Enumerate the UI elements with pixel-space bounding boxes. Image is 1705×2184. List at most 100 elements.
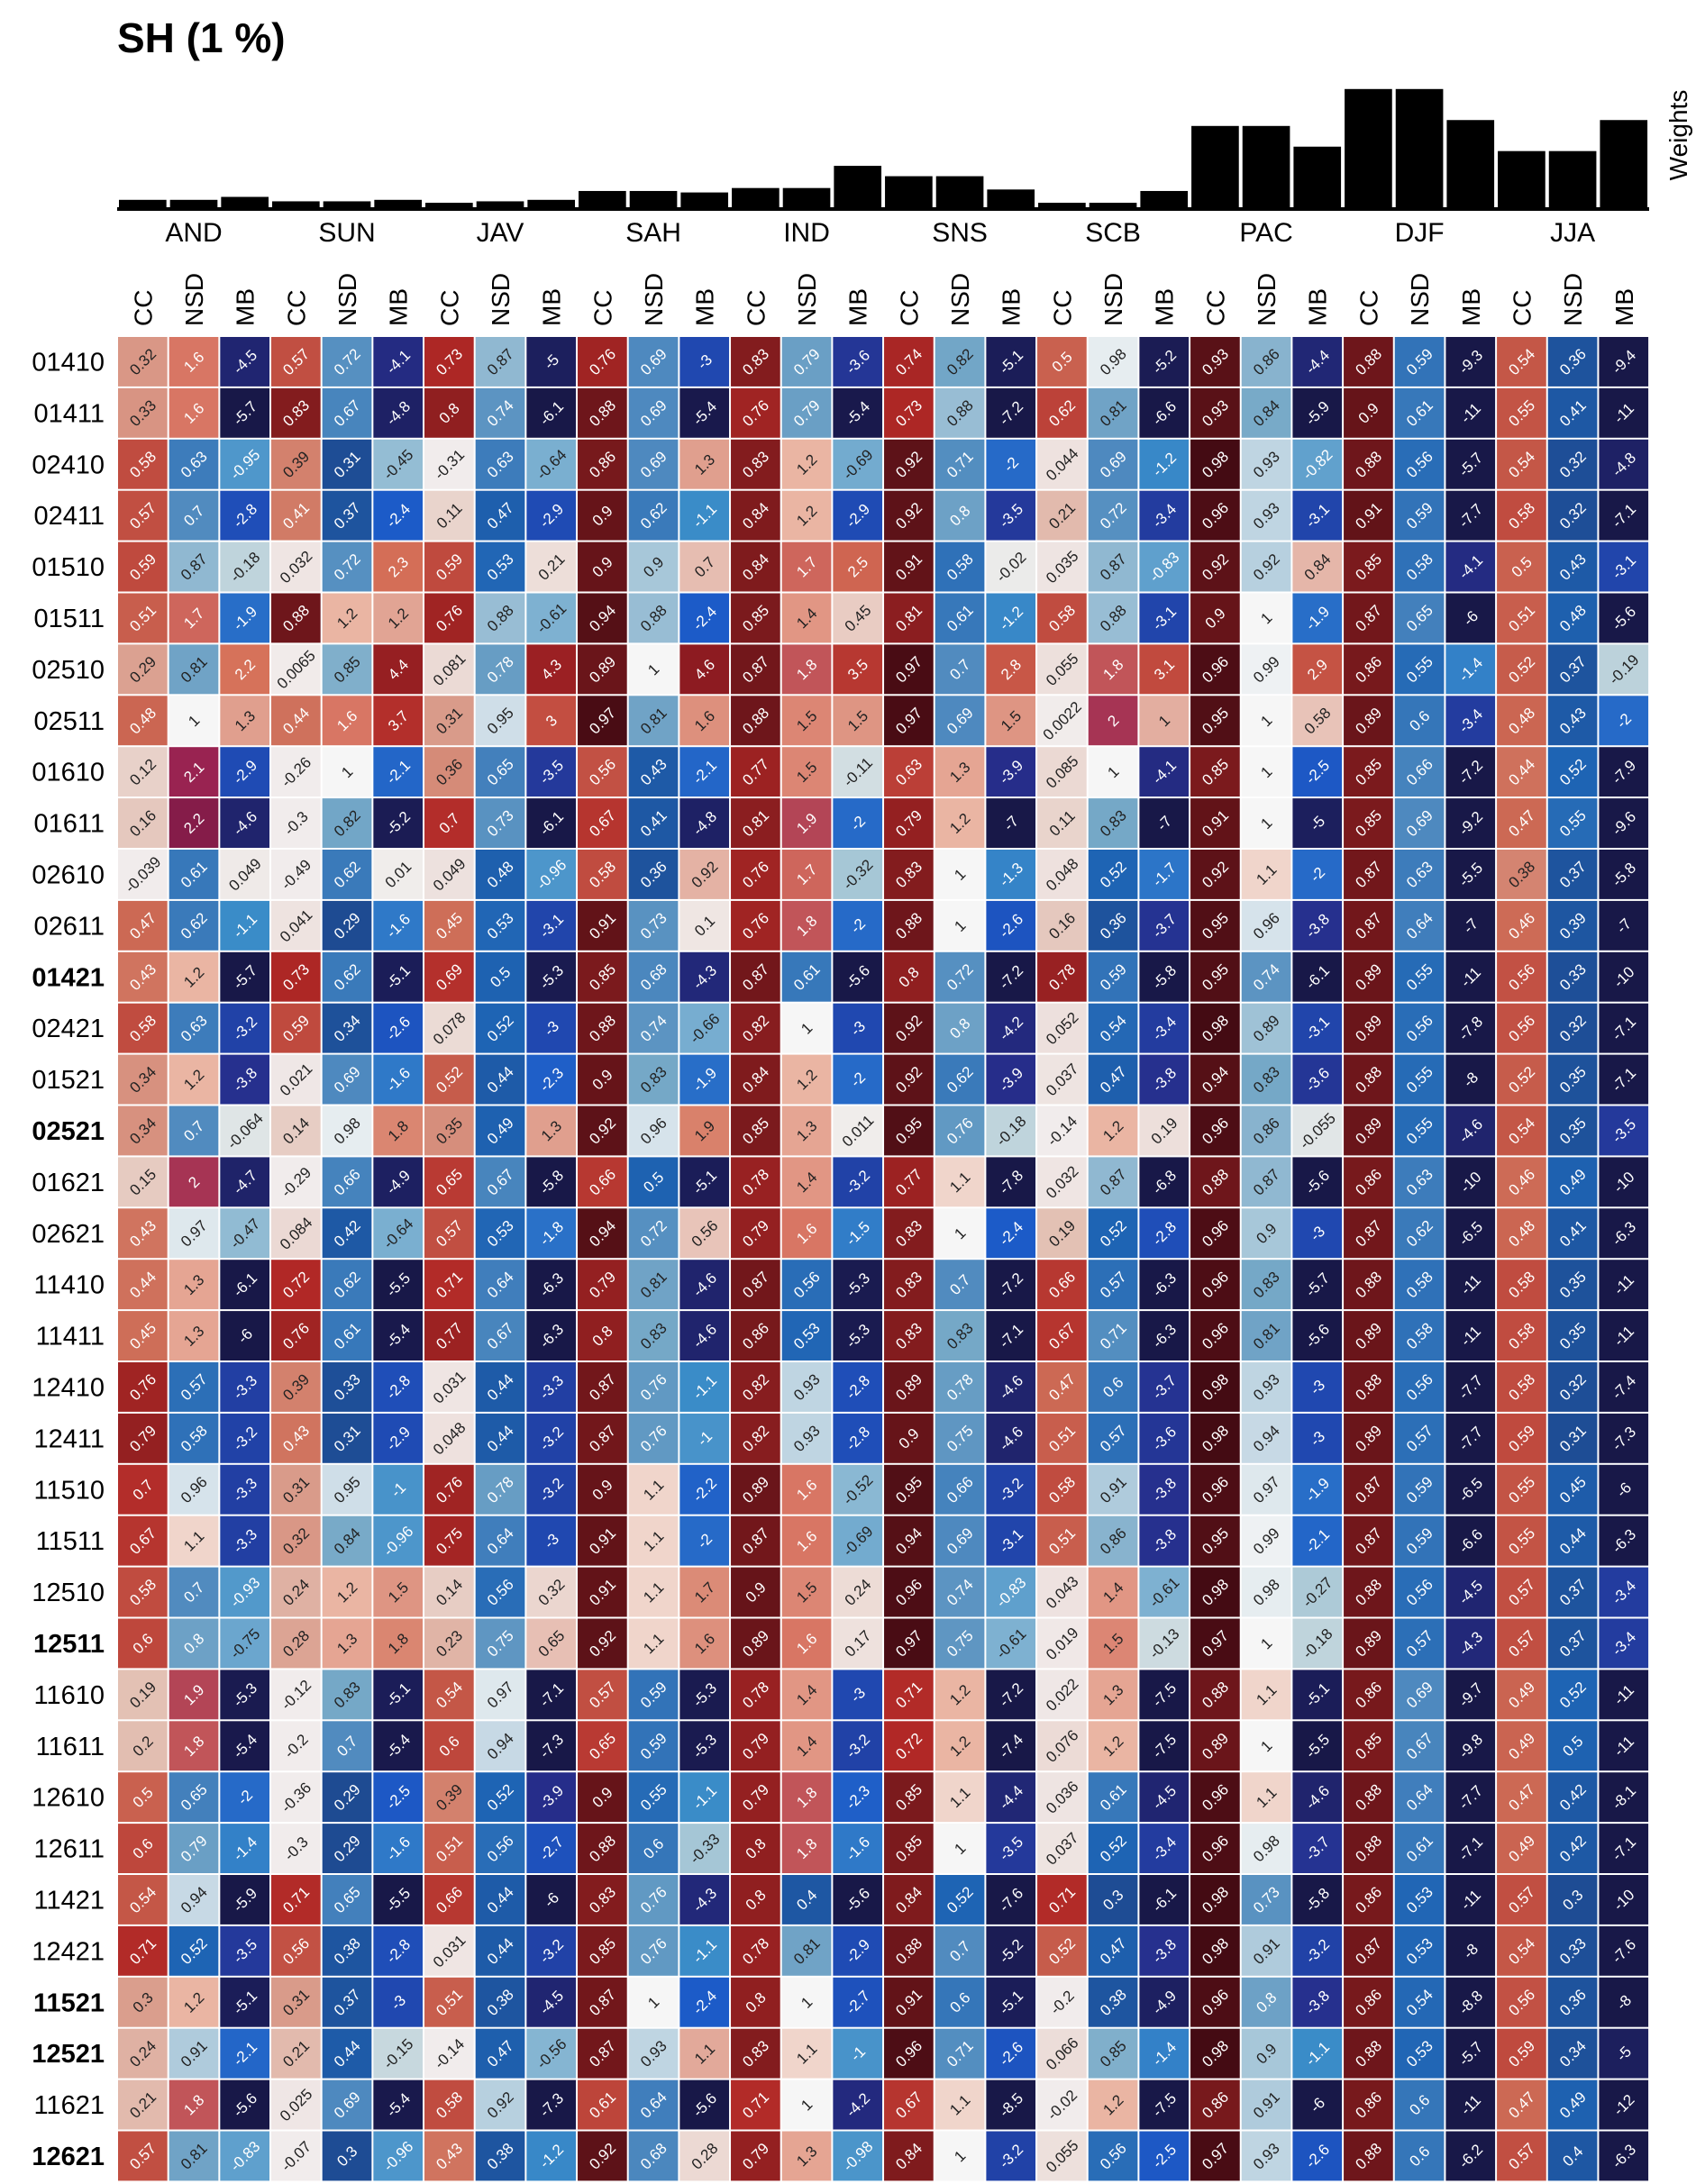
weight-bar	[169, 199, 218, 207]
heatmap-cell	[373, 490, 424, 541]
metric-label: NSD	[1559, 273, 1587, 326]
weight-bar	[579, 190, 626, 207]
region-label: SAH	[625, 218, 681, 248]
heatmap-cell	[884, 490, 934, 541]
heatmap-cell	[1599, 541, 1649, 592]
row-label: 02621	[32, 1220, 105, 1249]
heatmap-cell	[220, 439, 270, 489]
heatmap-cell	[271, 541, 321, 592]
weight-bar	[1038, 203, 1086, 207]
heatmap-cell	[169, 387, 219, 438]
region-labels: AND SUN JAV SAH IND SNS SCB PAC DJF JJA	[165, 218, 1595, 248]
heatmap-cell	[1088, 541, 1138, 592]
row-label: 12510	[32, 1579, 105, 1607]
heatmap-cell	[1292, 593, 1343, 643]
heatmap-cell	[781, 541, 832, 592]
heatmap-cell	[526, 337, 577, 387]
weight-bar	[119, 199, 167, 207]
row-label: 02410	[32, 450, 105, 479]
metric-label: MB	[232, 288, 260, 326]
heatmap-cell	[731, 593, 780, 643]
weight-bar	[272, 201, 320, 207]
metric-label: CC	[742, 290, 770, 326]
row-label: 11410	[34, 1271, 105, 1300]
heatmap-cell	[833, 387, 883, 438]
heatmap-cell	[1292, 541, 1343, 592]
heatmap-cell	[1394, 593, 1445, 643]
heatmap-cell	[578, 490, 627, 541]
row-label: 12411	[34, 1424, 105, 1453]
row-label: 02610	[32, 860, 105, 889]
heatmap-cell	[322, 593, 372, 643]
heatmap-cell	[1344, 439, 1393, 489]
heatmap-cell	[526, 593, 577, 643]
row-label: 11611	[36, 1733, 105, 1761]
heatmap-cell	[1445, 439, 1496, 489]
heatmap-cell	[884, 439, 934, 489]
heatmap-cell	[1190, 337, 1240, 387]
heatmap-cell	[1599, 490, 1649, 541]
heatmap-cell	[884, 387, 934, 438]
row-label: 11610	[34, 1681, 105, 1710]
weight-bar	[1548, 150, 1597, 207]
heatmap-cell	[1241, 387, 1291, 438]
region-label: SNS	[932, 218, 988, 248]
metric-label: NSD	[1406, 273, 1434, 326]
heatmap-cell	[475, 337, 525, 387]
heatmap-cell	[986, 541, 1036, 592]
heatmap-cell	[1088, 439, 1138, 489]
heatmap-cell	[578, 593, 627, 643]
heatmap-cell	[373, 337, 424, 387]
metric-label: MB	[998, 288, 1026, 326]
row-labels: 01410 01411 02410 02411 01510 01511 02510 02511…	[32, 348, 105, 2170]
heatmap-cell	[1190, 387, 1240, 438]
row-label: 12511	[33, 1630, 105, 1659]
row-label: 01410	[32, 348, 105, 377]
heatmap-cell	[1139, 541, 1190, 592]
heatmap-cell	[118, 337, 168, 387]
metric-label: NSD	[640, 273, 668, 326]
heatmap-cell	[833, 593, 883, 643]
weight-bar	[221, 196, 269, 207]
weight-bar	[476, 201, 524, 207]
heatmap-cell	[220, 337, 270, 387]
heatmap-cell	[1241, 593, 1291, 643]
weight-bar	[1140, 190, 1189, 207]
heatmap-cell	[833, 490, 883, 541]
heatmap-cell	[935, 541, 985, 592]
weight-bar	[1446, 120, 1495, 207]
heatmap-cell	[1497, 337, 1546, 387]
row-label: 12610	[32, 1784, 105, 1813]
metric-label: CC	[282, 290, 310, 326]
heatmap-cell	[1445, 387, 1496, 438]
metric-label: CC	[435, 290, 463, 326]
heatmap-cell	[1088, 593, 1138, 643]
heatmap-cell	[1088, 490, 1138, 541]
heatmap-cell	[169, 541, 219, 592]
heatmap-cell	[220, 490, 270, 541]
heatmap-cell	[628, 337, 679, 387]
weight-bar	[1600, 120, 1648, 207]
heatmap-cell	[1037, 439, 1087, 489]
heatmap-cell	[628, 387, 679, 438]
heatmap-cell	[1241, 490, 1291, 541]
metric-label: CC	[895, 290, 923, 326]
heatmap-cell	[373, 541, 424, 592]
heatmap-cell	[1344, 337, 1393, 387]
heatmap-cell	[220, 541, 270, 592]
heatmap-cell	[1497, 593, 1546, 643]
heatmap-cell	[731, 337, 780, 387]
heatmap-cell	[884, 593, 934, 643]
heatmap-cell	[1037, 541, 1087, 592]
weight-bar	[732, 187, 780, 207]
heatmap-cell	[169, 337, 219, 387]
weight-bar	[629, 190, 678, 207]
heatmap-cell	[322, 387, 372, 438]
weights-axis-label: Weights	[1664, 90, 1692, 181]
heatmap-cell	[781, 490, 832, 541]
heatmap-cell	[731, 490, 780, 541]
heatmap-cell	[271, 337, 321, 387]
row-label: 11521	[33, 1988, 105, 2017]
heatmap-cell	[1088, 337, 1138, 387]
heatmap-cell	[1037, 387, 1087, 438]
